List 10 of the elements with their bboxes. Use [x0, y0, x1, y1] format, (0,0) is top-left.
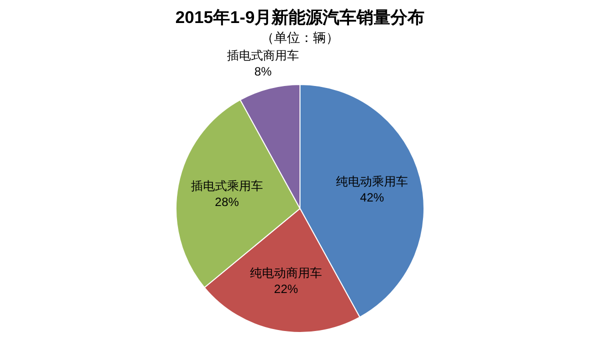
slice-label: 纯电动乘用车 — [336, 174, 408, 188]
data-label: 42% — [360, 190, 384, 204]
data-label: 22% — [274, 282, 298, 296]
data-label: 28% — [214, 194, 240, 209]
data-label: 8% — [254, 64, 272, 79]
slice-label: 插电式商用车 — [226, 48, 299, 63]
slice-label: 纯电动商用车 — [250, 266, 322, 280]
chart-subtitle: （单位：辆） — [261, 30, 339, 45]
slice-label: 插电式乘用车 — [190, 178, 263, 193]
chart-title: 2015年1-9月新能源汽车销量分布 — [175, 8, 425, 27]
